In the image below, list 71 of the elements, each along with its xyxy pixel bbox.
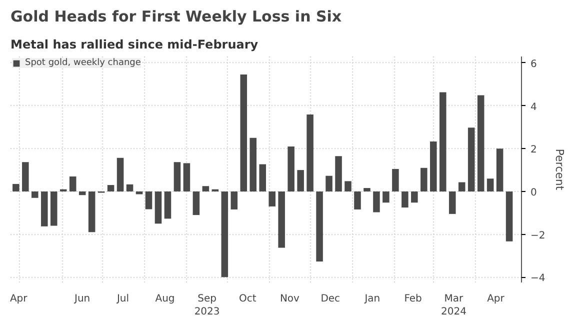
- x-tick-label: Jul: [116, 294, 130, 304]
- chart-subtitle: Metal has rallied since mid-February: [10, 38, 258, 52]
- bar: [192, 191, 200, 216]
- bar: [221, 191, 228, 278]
- bar: [32, 191, 38, 198]
- bar: [107, 185, 114, 192]
- bar: [174, 162, 181, 192]
- y-tick-label: −2: [530, 230, 546, 242]
- bar: [430, 142, 437, 192]
- bar: [316, 191, 323, 262]
- bar: [477, 95, 484, 192]
- y-tick-label: 4: [530, 102, 537, 113]
- bar: [326, 176, 332, 192]
- bar: [268, 191, 276, 206]
- bar: [297, 170, 304, 192]
- x-tick-label: Dec: [320, 294, 340, 304]
- x-tick-label: Jun: [74, 294, 90, 304]
- x-tick-label: Nov: [280, 294, 300, 304]
- bar: [145, 191, 152, 210]
- bar: [468, 128, 475, 192]
- bar: [240, 74, 248, 192]
- bar: [278, 191, 285, 248]
- bar: [439, 92, 446, 192]
- bar: [354, 191, 361, 210]
- bar: [306, 114, 314, 192]
- bar: [88, 191, 96, 232]
- y-axis-title: Percent: [553, 148, 566, 191]
- bar: [344, 181, 352, 192]
- bar: [506, 191, 513, 242]
- bar: [373, 191, 380, 212]
- legend-label: Spot gold, weekly change: [25, 58, 141, 68]
- bar: [288, 146, 294, 192]
- bar: [154, 191, 162, 224]
- y-tick-label: −4: [530, 273, 546, 284]
- bar: [116, 158, 124, 192]
- bar: [230, 191, 238, 210]
- bar: [382, 191, 390, 203]
- bar: [69, 176, 76, 192]
- bar: [164, 191, 172, 219]
- bar: [12, 184, 20, 192]
- y-tick-label: 2: [530, 144, 537, 156]
- bar: [40, 191, 48, 226]
- bar: [335, 156, 342, 192]
- chart-title: Gold Heads for First Weekly Loss in Six: [10, 8, 342, 26]
- x-tick-label: Oct: [239, 294, 256, 304]
- bar: [486, 178, 494, 192]
- bar: [22, 162, 29, 192]
- x-tick-label: Sep 2023: [194, 294, 220, 318]
- bar: [202, 186, 210, 192]
- bar: [496, 148, 504, 192]
- bar: [78, 191, 86, 196]
- bar: [392, 168, 399, 192]
- bar: [259, 164, 266, 192]
- bar: [183, 163, 190, 192]
- bar: [402, 191, 408, 208]
- x-tick-label: Apr: [487, 294, 506, 304]
- y-tick-label: 6: [530, 58, 537, 70]
- y-tick-label: 0: [530, 187, 537, 198]
- bar: [50, 191, 58, 226]
- x-tick-label: Feb: [404, 294, 422, 304]
- bar: [458, 182, 466, 192]
- x-tick-label: Aug: [155, 294, 175, 304]
- bar: [126, 184, 134, 192]
- x-tick-label: Apr: [10, 294, 28, 304]
- bar: [448, 191, 456, 214]
- bar: [250, 138, 257, 192]
- bar: [364, 188, 370, 192]
- x-tick-label: Mar 2024: [441, 294, 466, 318]
- bar: [411, 191, 418, 203]
- x-tick-label: Jan: [364, 294, 380, 304]
- bar: [420, 168, 428, 192]
